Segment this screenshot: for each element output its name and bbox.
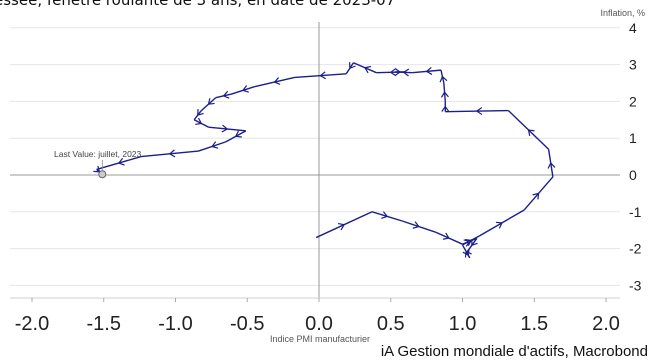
x-tick-label: 0.0: [305, 313, 333, 335]
x-tick-label: -0.5: [230, 313, 264, 335]
direction-arrow: [273, 77, 281, 85]
direction-arrow: [211, 141, 219, 149]
direction-arrow: [241, 85, 249, 93]
last-value-marker: [98, 170, 107, 179]
x-axis-label: Indice PMI manufacturier: [270, 334, 370, 344]
direction-arrow: [412, 221, 420, 229]
x-tick-label: 0.5: [377, 313, 405, 335]
direction-arrow: [464, 238, 473, 247]
x-tick-label: 2.0: [592, 313, 620, 335]
direction-arrow: [532, 192, 540, 200]
direction-arrow: [464, 250, 472, 258]
y-tick-label: -1: [629, 204, 642, 220]
axes: [10, 22, 620, 302]
direction-arrow: [349, 62, 356, 70]
source-credit: iA Gestion mondiale d'actifs, Macrobond: [380, 343, 648, 360]
series-group: [93, 62, 556, 259]
direction-arrow: [363, 65, 372, 74]
last-value-annotation: Last Value: juillet, 2023: [54, 149, 142, 159]
direction-arrow: [471, 239, 478, 247]
chart-title-fragment: essée, fenêtre roulante de 3 ans, en dat…: [0, 0, 396, 9]
y-tick-label: 2: [629, 93, 637, 109]
y-tick-label: -2: [629, 241, 642, 257]
direction-arrow: [168, 149, 176, 158]
direction-arrow: [440, 91, 449, 98]
direction-arrow: [319, 71, 326, 80]
x-tick-label: 1.5: [520, 313, 548, 335]
y-tick-label: 0: [629, 167, 637, 183]
x-tick-label: -1.0: [158, 313, 192, 335]
direction-arrow: [527, 129, 535, 137]
direction-arrow: [117, 157, 125, 166]
direction-arrow: [389, 68, 397, 77]
direction-arrow: [337, 223, 346, 231]
y-tick-label: -3: [629, 277, 642, 293]
y-tick-label: 3: [629, 57, 637, 73]
tick-labels: -3 -2 -1 0 1 2 3 4 -2.0 -1.5 -1.0 -0.5 0.0 0.5 1.0 1.5 2…: [15, 8, 645, 344]
direction-arrow: [495, 221, 503, 229]
x-tick-label: -1.5: [87, 313, 121, 335]
direction-arrow: [442, 232, 450, 240]
direction-arrow: [234, 130, 242, 138]
direction-arrow: [439, 75, 448, 83]
y-tick-label: 4: [629, 20, 637, 36]
direction-arrow: [207, 98, 215, 105]
direction-arrow: [425, 67, 433, 75]
y-axis-label: Inflation, %: [600, 8, 645, 18]
direction-arrow: [197, 109, 204, 117]
x-tick-label: 1.0: [449, 313, 477, 335]
y-tick-label: 1: [629, 130, 637, 146]
direction-arrow: [195, 117, 203, 125]
direction-arrow: [441, 105, 450, 112]
direction-arrow: [221, 124, 229, 133]
direction-arrow: [475, 107, 483, 116]
x-tick-label: -2.0: [15, 313, 49, 335]
grid-lines: [10, 27, 620, 286]
direction-arrow: [222, 90, 230, 99]
direction-arrow: [381, 211, 389, 219]
direction-arrow: [547, 162, 556, 169]
